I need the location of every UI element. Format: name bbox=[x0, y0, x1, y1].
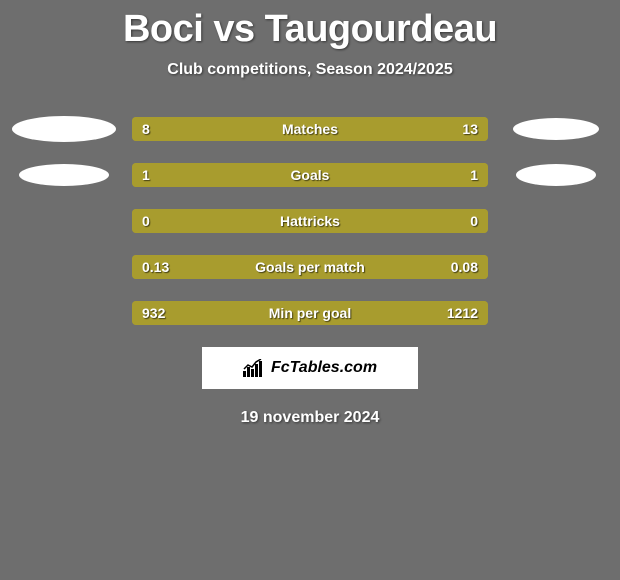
right-logo-slot bbox=[500, 255, 612, 279]
left-logo-slot bbox=[8, 163, 120, 187]
stat-label: Hattricks bbox=[132, 209, 488, 233]
team-b-logo-icon bbox=[516, 164, 596, 186]
left-logo-slot bbox=[8, 209, 120, 233]
team-a-logo-icon bbox=[12, 116, 116, 142]
stat-label: Goals per match bbox=[132, 255, 488, 279]
stat-right-value: 0 bbox=[470, 209, 478, 233]
left-logo-slot bbox=[8, 255, 120, 279]
left-logo-slot bbox=[8, 117, 120, 141]
stat-right-value: 1212 bbox=[447, 301, 478, 325]
comparison-chart: 8Matches13 1Goals1 0Hattricks0 0.13Goals pe… bbox=[0, 117, 620, 325]
stat-bar: 1Goals1 bbox=[132, 163, 488, 187]
page-title: Boci vs Taugourdeau bbox=[0, 0, 620, 51]
stat-right-value: 0.08 bbox=[451, 255, 478, 279]
left-logo-slot bbox=[8, 301, 120, 325]
right-logo-slot bbox=[500, 209, 612, 233]
stat-row: 0Hattricks0 bbox=[8, 209, 612, 233]
right-logo-slot bbox=[500, 117, 612, 141]
stat-bar: 932Min per goal1212 bbox=[132, 301, 488, 325]
stat-row: 0.13Goals per match0.08 bbox=[8, 255, 612, 279]
right-logo-slot bbox=[500, 301, 612, 325]
stat-row: 1Goals1 bbox=[8, 163, 612, 187]
stat-bar: 8Matches13 bbox=[132, 117, 488, 141]
stat-label: Goals bbox=[132, 163, 488, 187]
team-b-logo-icon bbox=[513, 118, 599, 140]
date-text: 19 november 2024 bbox=[0, 409, 620, 427]
stat-row: 8Matches13 bbox=[8, 117, 612, 141]
stat-right-value: 13 bbox=[462, 117, 478, 141]
branding-badge: FcTables.com bbox=[202, 347, 418, 389]
stat-label: Min per goal bbox=[132, 301, 488, 325]
branding-text: FcTables.com bbox=[271, 359, 377, 377]
page-subtitle: Club competitions, Season 2024/2025 bbox=[0, 61, 620, 79]
right-logo-slot bbox=[500, 163, 612, 187]
stat-right-value: 1 bbox=[470, 163, 478, 187]
bar-chart-icon bbox=[243, 359, 265, 377]
stat-bar: 0.13Goals per match0.08 bbox=[132, 255, 488, 279]
team-a-logo-icon bbox=[19, 164, 109, 186]
stat-bar: 0Hattricks0 bbox=[132, 209, 488, 233]
stat-row: 932Min per goal1212 bbox=[8, 301, 612, 325]
stat-label: Matches bbox=[132, 117, 488, 141]
